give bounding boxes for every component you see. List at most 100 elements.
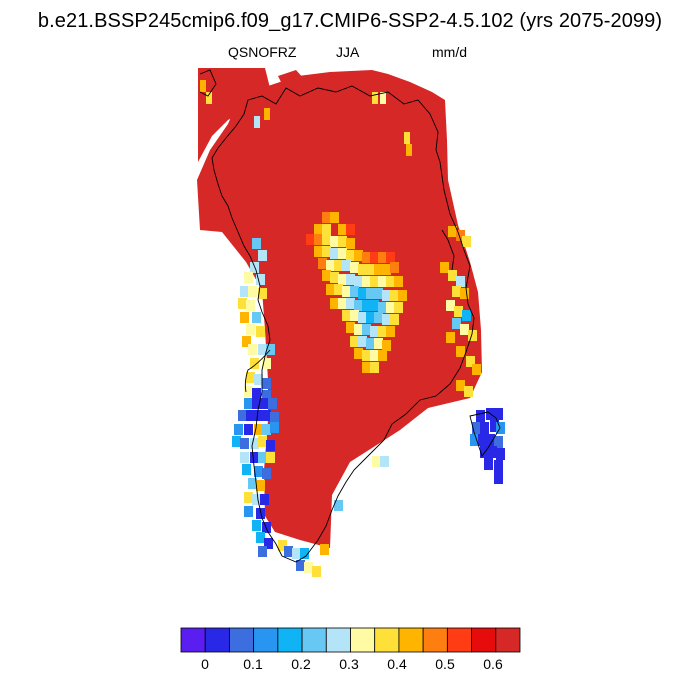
season-label: JJA xyxy=(336,44,360,60)
grid-cell xyxy=(464,386,473,397)
grid-cell xyxy=(240,312,249,323)
grid-cell xyxy=(322,224,331,235)
grid-cell xyxy=(254,116,260,128)
grid-cell xyxy=(264,108,270,120)
grid-cell xyxy=(262,424,271,435)
colorbar-tick-label: 0.1 xyxy=(243,656,263,672)
grid-cell xyxy=(244,272,253,283)
plot-title: b.e21.BSSP245cmip6.f09_g17.CMIP6-SSP2-4.… xyxy=(37,10,663,32)
colorbar-boxes xyxy=(180,627,521,653)
grid-cell xyxy=(246,300,255,311)
grid-cell xyxy=(314,246,323,257)
grid-cell xyxy=(488,446,497,458)
grid-cell xyxy=(270,412,279,423)
grid-cell xyxy=(334,500,343,511)
colorbar-box xyxy=(471,627,497,653)
grid-cell xyxy=(370,300,379,311)
grid-cell xyxy=(358,312,367,323)
grid-cell xyxy=(242,336,251,347)
coastline-segment xyxy=(441,229,455,271)
grid-cell xyxy=(306,234,315,245)
grid-cell xyxy=(350,286,359,297)
grid-cell xyxy=(338,248,347,259)
grid-cell xyxy=(292,548,301,559)
grid-cell xyxy=(322,270,331,281)
colorbar-box xyxy=(374,627,400,653)
grid-cell xyxy=(256,480,265,491)
grid-cell xyxy=(462,236,471,247)
grid-cell xyxy=(248,478,257,489)
grid-cell xyxy=(314,234,323,245)
grid-cell xyxy=(448,270,457,281)
grid-cell xyxy=(242,464,251,475)
grid-cell xyxy=(270,422,279,433)
grid-cell xyxy=(244,492,253,503)
grid-cell xyxy=(370,362,379,373)
variable-label: QSNOFRZ xyxy=(228,44,297,60)
grid-cell xyxy=(346,274,355,285)
grid-cell xyxy=(470,434,479,446)
colorbar-tick-label: 0.5 xyxy=(435,656,455,672)
colorbar-box xyxy=(350,627,376,653)
grid-cell xyxy=(350,336,359,347)
grid-cell xyxy=(342,286,351,297)
grid-cell xyxy=(322,234,331,245)
grid-cell xyxy=(330,272,339,283)
grid-cell xyxy=(252,398,261,409)
coastline-segment xyxy=(469,411,501,457)
grid-cell xyxy=(252,494,261,505)
grid-cell xyxy=(266,440,275,451)
grid-cell xyxy=(362,324,371,335)
grid-cell xyxy=(476,410,485,422)
grid-cell xyxy=(394,276,403,287)
grid-cell xyxy=(256,274,265,285)
grid-cell xyxy=(446,332,455,343)
coastline-segment xyxy=(244,349,271,393)
grid-cell xyxy=(382,264,391,275)
grid-cell xyxy=(346,298,355,309)
grid-cell xyxy=(390,262,399,273)
grid-cell xyxy=(338,298,347,309)
grid-cell xyxy=(496,448,505,460)
grid-cell xyxy=(314,224,323,235)
grid-cell xyxy=(234,424,243,435)
colorbar-box xyxy=(301,627,327,653)
grid-cell xyxy=(252,520,261,531)
grid-cell xyxy=(256,508,265,519)
grid-cell xyxy=(238,410,247,421)
grid-cell xyxy=(370,326,379,337)
grid-cell xyxy=(250,438,259,449)
grid-cell xyxy=(374,264,383,275)
grid-cell xyxy=(358,336,367,347)
colorbar-box xyxy=(180,627,206,653)
grid-cell xyxy=(454,306,463,317)
grid-cell xyxy=(366,312,375,323)
colorbar-box xyxy=(204,627,230,653)
grid-cell xyxy=(490,420,499,432)
grid-cell xyxy=(404,132,410,144)
grid-cell xyxy=(346,322,355,333)
grid-cell xyxy=(374,288,383,299)
grid-cell xyxy=(334,284,343,295)
grid-cell xyxy=(330,212,339,223)
grid-cell xyxy=(256,532,265,543)
grid-cell xyxy=(494,472,503,484)
grid-cell xyxy=(362,252,371,263)
grid-cell xyxy=(494,460,503,472)
grid-cell xyxy=(296,560,305,571)
grid-cell xyxy=(338,274,347,285)
grid-cell xyxy=(354,276,363,287)
grid-cell xyxy=(262,390,271,401)
grid-cell xyxy=(468,330,477,341)
grid-cell xyxy=(406,144,412,156)
grid-cell xyxy=(372,92,378,104)
grid-cell xyxy=(398,290,407,301)
colorbar-box xyxy=(277,627,303,653)
grid-cell xyxy=(378,276,387,287)
grid-cell xyxy=(248,286,257,297)
colorbar-tick-label: 0.2 xyxy=(291,656,311,672)
colorbar-tick-label: 0.4 xyxy=(387,656,407,672)
grid-cell xyxy=(372,456,381,467)
colorbar-labels: 0 0.1 0.2 0.3 0.4 0.5 0.6 xyxy=(201,656,503,672)
